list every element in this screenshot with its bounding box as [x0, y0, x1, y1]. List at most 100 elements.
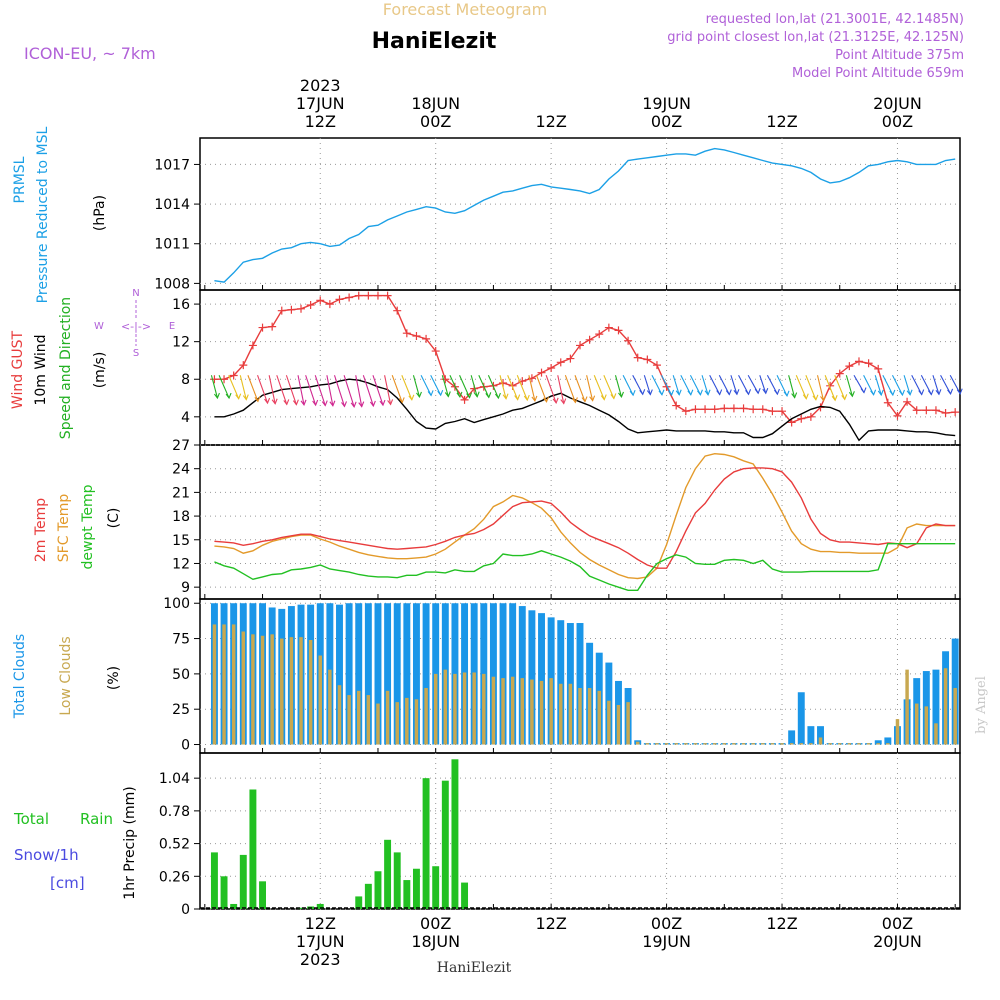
watermark: by Angel	[974, 676, 989, 734]
total-cloud-bar	[538, 613, 545, 745]
gust-point	[739, 404, 748, 413]
wind-direction-arrowhead	[762, 387, 769, 395]
precip-bar	[403, 880, 411, 909]
wind-direction-arrowhead	[697, 389, 703, 396]
wind-direction-arrowhead	[745, 389, 752, 396]
wind-direction-arrow	[412, 375, 420, 398]
clouds-unit: (%)	[106, 666, 122, 690]
wind-direction-arrowhead	[927, 389, 934, 396]
wind-direction-arrow	[920, 374, 932, 395]
wind-direction-arrow	[305, 375, 317, 406]
low-cloud-bar	[597, 690, 601, 745]
gust-point	[922, 406, 931, 415]
total-cloud-bar	[576, 623, 584, 745]
panel-frame-pressure	[199, 137, 961, 291]
ytick-label-clouds: 100	[163, 596, 190, 612]
wind-direction-arrow	[795, 375, 807, 399]
gust-point	[652, 361, 661, 370]
wind-direction-arrowhead	[408, 394, 415, 401]
wind-direction-arrowhead	[725, 389, 732, 396]
wind-direction-arrow	[355, 375, 363, 407]
wind-direction-arrowhead	[543, 396, 550, 403]
wind-direction-arrow	[614, 375, 623, 398]
wind-direction-arrow	[759, 375, 767, 394]
wind-direction-arrow	[507, 375, 519, 400]
time-bottom-hour: 12Z	[535, 914, 566, 933]
low-cloud-bar	[501, 678, 505, 745]
y-ticks: 1008 1011 1014 1017 4 8 12 16 9 12 15 18 21 24 27 0 25 50…	[154, 157, 956, 918]
compass-arrow: <-|->	[121, 320, 151, 333]
total-cloud-bar	[336, 604, 343, 745]
total-cloud-bar	[355, 603, 363, 745]
wind-direction-arrowhead	[877, 389, 884, 397]
wind-direction-arrow	[420, 374, 432, 396]
low-cloud-bar	[953, 688, 957, 745]
low-cloud-bar	[491, 676, 496, 745]
low-cloud-bar	[222, 624, 226, 745]
wind-direction-arrow	[586, 375, 594, 401]
requested-coords: requested lon,lat (21.3001E, 42.1485N)	[706, 12, 964, 27]
precip-bar	[297, 907, 305, 909]
wind-direction-arrowhead	[841, 394, 848, 401]
time-top-hour: 00Z	[882, 112, 913, 131]
low-cloud-bar	[664, 743, 669, 745]
low-cloud-bar	[270, 634, 274, 745]
gust-point	[864, 359, 873, 368]
low-cloud-bar	[462, 672, 467, 745]
low-cloud-bar	[914, 703, 919, 745]
ytick-label-clouds: 75	[172, 632, 190, 648]
wind-direction-arrow	[622, 374, 634, 396]
gust-point	[931, 406, 940, 415]
low-cloud-bar	[741, 743, 746, 745]
precip-bar	[374, 871, 382, 909]
low-cloud-bar	[761, 743, 765, 745]
low-cloud-bar	[780, 743, 784, 745]
gust-point	[287, 305, 296, 314]
chart-marks	[200, 147, 963, 909]
precip-bar	[412, 868, 420, 909]
snow-label: Snow/1h	[14, 846, 79, 864]
wind-direction-arrow	[210, 375, 218, 399]
wind-direction-arrowhead	[473, 391, 480, 398]
gust-point	[720, 404, 729, 413]
wind-direction-arrow	[891, 374, 903, 396]
low-cloud-bar	[645, 743, 650, 745]
ytick-label-temp: 21	[172, 485, 190, 501]
wind-direction-arrowhead	[820, 395, 827, 402]
wind-direction-arrow	[903, 375, 911, 395]
low-cloud-bar	[655, 743, 659, 745]
wind-direction-arrow	[285, 375, 297, 405]
wind-direction-arrowhead	[283, 399, 290, 406]
compass-w: W	[94, 321, 104, 332]
model-altitude: Model Point Altitude 659m	[792, 66, 964, 81]
total-cloud-bar	[807, 726, 815, 745]
total-cloud-bar	[509, 603, 517, 745]
pressure-label-1: PRMSL	[12, 156, 28, 203]
t2m-line	[214, 467, 956, 569]
ytick-label-temp: 15	[172, 533, 190, 549]
wind-direction-arrow	[487, 375, 499, 399]
wind-direction-arrowhead	[658, 389, 665, 396]
wind-direction-arrow	[911, 374, 923, 395]
wind-direction-arrow	[661, 374, 673, 396]
gust-point	[258, 323, 267, 332]
gust-point	[441, 375, 450, 384]
low-cloud-bar	[510, 676, 515, 745]
gust-point	[701, 405, 710, 414]
meteogram-title: Forecast Meteogram	[383, 0, 547, 19]
gust-point	[566, 354, 575, 363]
wind-direction-arrow	[824, 375, 836, 401]
gust-point	[373, 291, 382, 300]
low-cloud-bar	[453, 673, 457, 745]
point-altitude: Point Altitude 375m	[835, 48, 964, 63]
low-cloud-bar	[857, 743, 861, 745]
rain-label-rain: Rain	[80, 810, 113, 828]
wind-direction-arrowhead	[687, 389, 694, 396]
wind-direction-arrow	[499, 375, 507, 399]
low-cloud-bar	[405, 697, 409, 745]
wind-direction-arrowhead	[812, 394, 819, 401]
low-cloud-bar	[876, 743, 880, 745]
ytick-label-temp: 9	[181, 580, 190, 596]
wind-direction-arrow	[276, 375, 288, 405]
wind-direction-arrowhead	[235, 393, 242, 400]
